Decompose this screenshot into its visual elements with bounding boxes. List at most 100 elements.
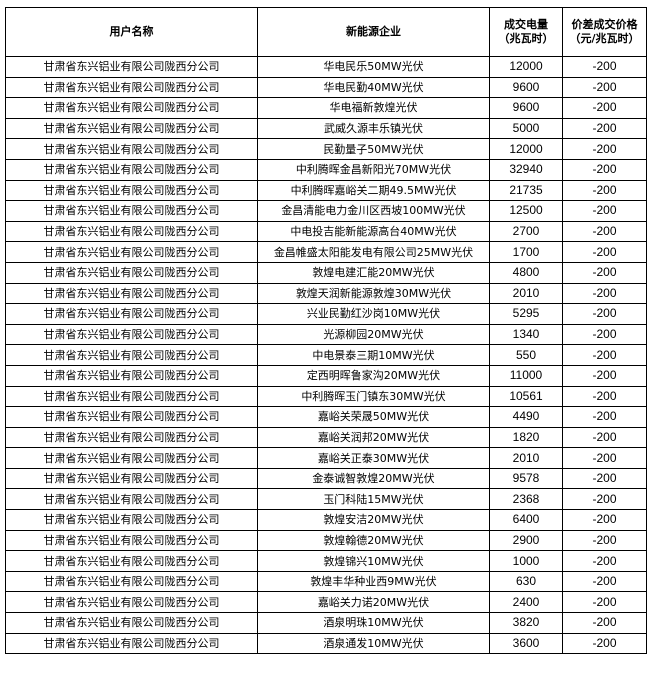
table-row: 甘肃省东兴铝业有限公司陇西分公司 金泰诚智敦煌20MW光伏 9578 -200 xyxy=(5,467,647,490)
cell-company: 嘉峪关润邦20MW光伏 xyxy=(257,426,490,449)
cell-user: 甘肃省东兴铝业有限公司陇西分公司 xyxy=(5,612,258,634)
cell-price: -200 xyxy=(562,97,647,119)
cell-price: -200 xyxy=(562,488,647,511)
table-row: 甘肃省东兴铝业有限公司陇西分公司 兴业民勤红沙岗10MW光伏 5295 -200 xyxy=(5,303,647,325)
cell-user: 甘肃省东兴铝业有限公司陇西分公司 xyxy=(5,385,258,408)
cell-user: 甘肃省东兴铝业有限公司陇西分公司 xyxy=(5,138,258,160)
cell-volume: 9600 xyxy=(489,97,563,119)
cell-user: 甘肃省东兴铝业有限公司陇西分公司 xyxy=(5,488,258,511)
cell-price: -200 xyxy=(562,282,647,305)
cell-user: 甘肃省东兴铝业有限公司陇西分公司 xyxy=(5,447,258,469)
table-row: 甘肃省东兴铝业有限公司陇西分公司 民勤量子50MW光伏 12000 -200 xyxy=(5,138,647,160)
header-company: 新能源企业 xyxy=(257,7,490,57)
cell-volume: 32940 xyxy=(489,158,563,181)
cell-price: -200 xyxy=(562,591,647,614)
cell-company: 敦煌锦兴10MW光伏 xyxy=(257,550,490,572)
cell-price: -200 xyxy=(562,426,647,449)
cell-user: 甘肃省东兴铝业有限公司陇西分公司 xyxy=(5,406,258,428)
cell-company: 酒泉通发10MW光伏 xyxy=(257,632,490,655)
cell-company: 敦煌翰德20MW光伏 xyxy=(257,529,490,552)
cell-volume: 9578 xyxy=(489,467,563,490)
cell-user: 甘肃省东兴铝业有限公司陇西分公司 xyxy=(5,261,258,284)
cell-company: 中电投吉能新能源高台40MW光伏 xyxy=(257,220,490,243)
cell-user: 甘肃省东兴铝业有限公司陇西分公司 xyxy=(5,76,258,99)
cell-company: 定西明晖鲁家沟20MW光伏 xyxy=(257,364,490,387)
cell-volume: 3600 xyxy=(489,632,563,655)
header-user: 用户名称 xyxy=(5,7,258,57)
cell-price: -200 xyxy=(562,509,647,531)
table-row: 甘肃省东兴铝业有限公司陇西分公司 敦煌电建汇能20MW光伏 4800 -200 xyxy=(5,261,647,284)
cell-company: 嘉峪关力诺20MW光伏 xyxy=(257,591,490,614)
header-volume-line1: 成交电量 xyxy=(504,18,548,31)
header-volume: 成交电量 （兆瓦时） xyxy=(489,7,563,57)
cell-company: 敦煌电建汇能20MW光伏 xyxy=(257,261,490,284)
header-row: 用户名称 新能源企业 成交电量 （兆瓦时） 价差成交价格 （元/兆瓦时） xyxy=(5,7,647,57)
cell-company: 民勤量子50MW光伏 xyxy=(257,138,490,160)
transaction-table: 用户名称 新能源企业 成交电量 （兆瓦时） 价差成交价格 （元/兆瓦时） 甘肃省东兴… xyxy=(5,7,647,655)
cell-volume: 6400 xyxy=(489,509,563,531)
cell-user: 甘肃省东兴铝业有限公司陇西分公司 xyxy=(5,467,258,490)
table-row: 甘肃省东兴铝业有限公司陇西分公司 华电福新敦煌光伏 9600 -200 xyxy=(5,97,647,119)
cell-price: -200 xyxy=(562,570,647,593)
cell-user: 甘肃省东兴铝业有限公司陇西分公司 xyxy=(5,344,258,366)
cell-price: -200 xyxy=(562,241,647,263)
cell-volume: 630 xyxy=(489,570,563,593)
cell-volume: 2010 xyxy=(489,282,563,305)
cell-volume: 2368 xyxy=(489,488,563,511)
cell-company: 中利腾晖玉门镇东30MW光伏 xyxy=(257,385,490,408)
cell-volume: 1340 xyxy=(489,323,563,346)
cell-company: 兴业民勤红沙岗10MW光伏 xyxy=(257,303,490,325)
cell-volume: 21735 xyxy=(489,179,563,202)
table-row: 甘肃省东兴铝业有限公司陇西分公司 嘉峪关润邦20MW光伏 1820 -200 xyxy=(5,426,647,449)
table-row: 甘肃省东兴铝业有限公司陇西分公司 金昌清能电力金川区西坡100MW光伏 12500-… xyxy=(5,200,647,222)
table-row: 甘肃省东兴铝业有限公司陇西分公司 中电景泰三期10MW光伏 550 -200 xyxy=(5,344,647,366)
cell-user: 甘肃省东兴铝业有限公司陇西分公司 xyxy=(5,550,258,572)
cell-price: -200 xyxy=(562,303,647,325)
cell-user: 甘肃省东兴铝业有限公司陇西分公司 xyxy=(5,220,258,243)
cell-price: -200 xyxy=(562,406,647,428)
cell-company: 中利腾晖嘉峪关二期49.5MW光伏 xyxy=(257,179,490,202)
table-row: 甘肃省东兴铝业有限公司陇西分公司 华电民勤40MW光伏 9600 -200 xyxy=(5,76,647,99)
cell-user: 甘肃省东兴铝业有限公司陇西分公司 xyxy=(5,426,258,449)
cell-company: 酒泉明珠10MW光伏 xyxy=(257,612,490,634)
cell-volume: 11000 xyxy=(489,364,563,387)
cell-user: 甘肃省东兴铝业有限公司陇西分公司 xyxy=(5,591,258,614)
cell-volume: 12000 xyxy=(489,138,563,160)
cell-user: 甘肃省东兴铝业有限公司陇西分公司 xyxy=(5,56,258,78)
header-volume-line2: （兆瓦时） xyxy=(498,32,554,45)
cell-company: 光源柳园20MW光伏 xyxy=(257,323,490,346)
table-row: 甘肃省东兴铝业有限公司陇西分公司 华电民乐50MW光伏 12000 -200 xyxy=(5,56,647,78)
cell-volume: 1700 xyxy=(489,241,563,263)
table-row: 甘肃省东兴铝业有限公司陇西分公司 定西明晖鲁家沟20MW光伏 11000 -200 xyxy=(5,364,647,387)
cell-company: 敦煌天润新能源敦煌30MW光伏 xyxy=(257,282,490,305)
header-price-line1: 价差成交价格 xyxy=(571,18,638,31)
cell-user: 甘肃省东兴铝业有限公司陇西分公司 xyxy=(5,364,258,387)
table-row: 甘肃省东兴铝业有限公司陇西分公司 敦煌丰华种业西9MW光伏 630 -200 xyxy=(5,570,647,593)
cell-price: -200 xyxy=(562,220,647,243)
cell-user: 甘肃省东兴铝业有限公司陇西分公司 xyxy=(5,117,258,140)
cell-user: 甘肃省东兴铝业有限公司陇西分公司 xyxy=(5,529,258,552)
cell-user: 甘肃省东兴铝业有限公司陇西分公司 xyxy=(5,241,258,263)
table-row: 甘肃省东兴铝业有限公司陇西分公司 嘉峪关正泰30MW光伏 2010 -200 xyxy=(5,447,647,469)
cell-user: 甘肃省东兴铝业有限公司陇西分公司 xyxy=(5,158,258,181)
table-row: 甘肃省东兴铝业有限公司陇西分公司 武威久源丰乐镇光伏 5000 -200 xyxy=(5,117,647,140)
cell-company: 中利腾晖金昌新阳光70MW光伏 xyxy=(257,158,490,181)
table-row: 甘肃省东兴铝业有限公司陇西分公司 玉门科陆15MW光伏 2368 -200 xyxy=(5,488,647,511)
cell-price: -200 xyxy=(562,200,647,222)
table-row: 甘肃省东兴铝业有限公司陇西分公司 中利腾晖金昌新阳光70MW光伏 32940 -200 xyxy=(5,158,647,181)
cell-price: -200 xyxy=(562,323,647,346)
table-row: 甘肃省东兴铝业有限公司陇西分公司 酒泉明珠10MW光伏 3820 -200 xyxy=(5,612,647,634)
cell-price: -200 xyxy=(562,261,647,284)
table-row: 甘肃省东兴铝业有限公司陇西分公司 敦煌翰德20MW光伏 2900 -200 xyxy=(5,529,647,552)
cell-company: 华电福新敦煌光伏 xyxy=(257,97,490,119)
table-row: 甘肃省东兴铝业有限公司陇西分公司 酒泉通发10MW光伏 3600 -200 xyxy=(5,632,647,655)
cell-price: -200 xyxy=(562,529,647,552)
cell-price: -200 xyxy=(562,467,647,490)
table-row: 甘肃省东兴铝业有限公司陇西分公司 中电投吉能新能源高台40MW光伏 2700 -200 xyxy=(5,220,647,243)
table-row: 甘肃省东兴铝业有限公司陇西分公司 光源柳园20MW光伏 1340 -200 xyxy=(5,323,647,346)
cell-user: 甘肃省东兴铝业有限公司陇西分公司 xyxy=(5,179,258,202)
cell-price: -200 xyxy=(562,612,647,634)
cell-volume: 12000 xyxy=(489,56,563,78)
cell-volume: 10561 xyxy=(489,385,563,408)
cell-volume: 550 xyxy=(489,344,563,366)
